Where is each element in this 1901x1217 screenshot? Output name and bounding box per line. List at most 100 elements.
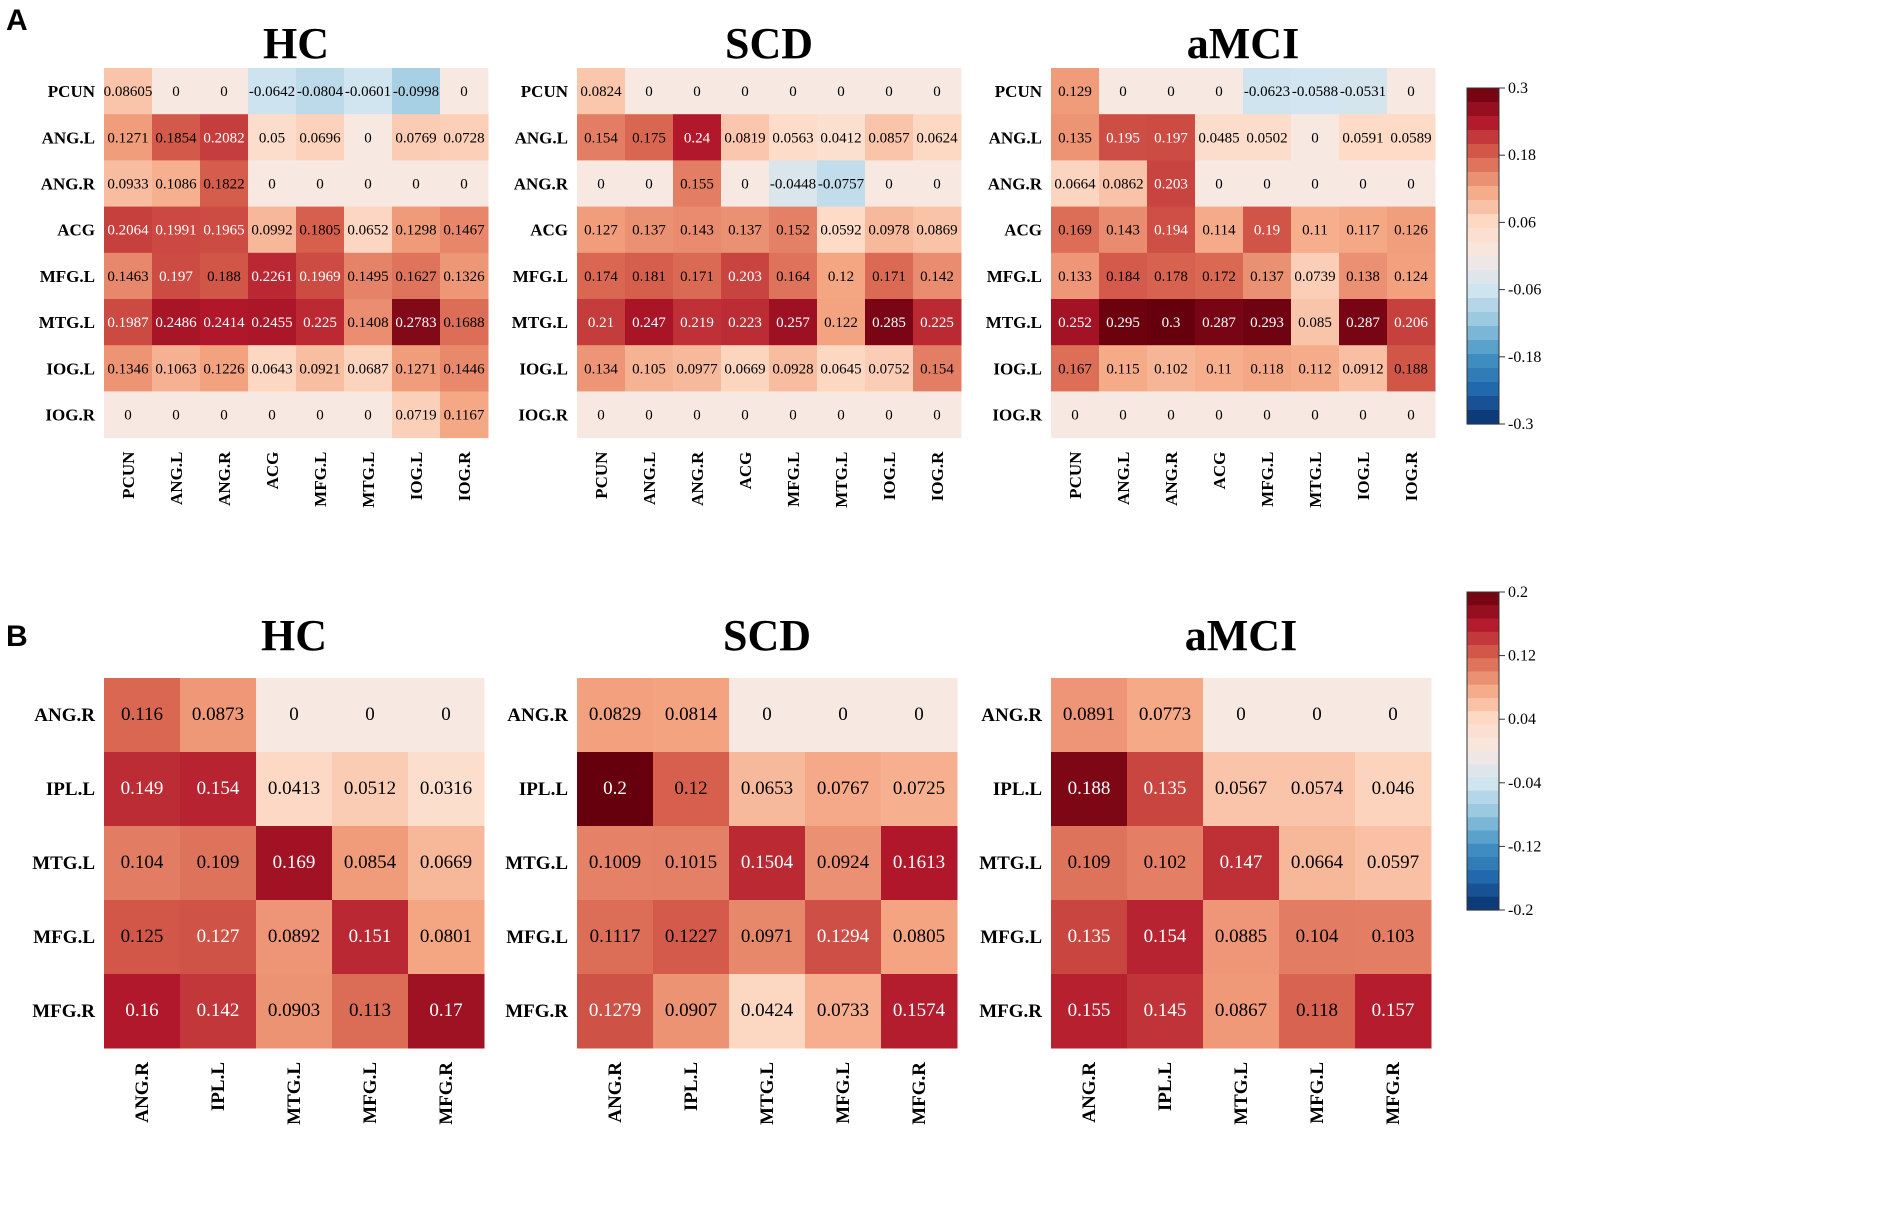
heatmap-a-scd-cell-1-3 [721,114,770,161]
heatmap-a-amci-cell-label-3-2: 0.194 [1154,223,1188,239]
heatmap-a-amci-cell-label-0-7: 0 [1407,84,1415,100]
heatmap-a-hc-cell-7-4 [296,391,345,439]
heatmap-a-scd-cell-label-1-1: 0.175 [632,130,666,146]
heatmap-a-amci-cell-4-6 [1339,252,1388,300]
heatmap-a-hc-cell-label-6-7: 0.1446 [443,361,485,377]
heatmap-a-scd-cell-label-6-5: 0.0645 [820,361,861,377]
heatmap-b-amci-row-label-mfg-l: MFG.L [980,927,1042,948]
heatmap-a-amci-cell-7-7 [1387,391,1436,439]
heatmap-b-amci-cell-label-1-3: 0.0574 [1291,778,1344,799]
colorbar-b-tick-label-2: 0.04 [1508,711,1536,728]
heatmap-b-amci-cell-label-4-0: 0.155 [1068,1000,1111,1021]
colorbar-a-tick-label-1: 0.18 [1508,147,1536,164]
heatmap-a-hc-cell-5-6 [392,299,441,346]
heatmap-b-hc-cell-label-2-3: 0.0854 [344,852,397,873]
heatmap-a-scd-cell-0-1 [625,68,674,115]
colorbar-b-swatch-3 [1467,631,1499,646]
heatmap-a-amci-cell-label-3-5: 0.11 [1302,223,1328,239]
heatmap-a-amci-title: aMCI [1187,19,1299,68]
heatmap-a-amci-cell-label-3-3: 0.114 [1202,223,1236,239]
heatmap-b-hc-cell-1-0 [104,752,181,827]
heatmap-a-amci-cell-6-0 [1051,345,1100,392]
heatmap-b-hc-cell-1-1 [180,752,257,827]
heatmap-b-hc-cell-4-3 [332,974,409,1049]
heatmap-a-scd-cell-7-5 [817,391,866,439]
heatmap-b-scd-cell-label-3-3: 0.1294 [817,926,870,947]
heatmap-a-scd-row-label-iog-r: IOG.R [518,406,568,425]
heatmap-a-scd-cell-2-3 [721,160,770,208]
heatmap-a-hc-cell-label-7-5: 0 [364,408,372,424]
heatmap-b-amci-cell-label-2-0: 0.109 [1068,852,1111,873]
heatmap-a-hc-cell-label-6-4: 0.0921 [299,361,340,377]
heatmap-a-scd-cell-label-1-2: 0.24 [684,130,711,146]
heatmap-a-amci-cell-2-3 [1195,160,1244,208]
heatmap-a-hc-cell-6-0 [104,345,153,392]
heatmap-a-hc-cell-label-5-3: 0.2455 [251,315,292,331]
heatmap-a-hc-cell-label-0-6: -0.0998 [393,84,439,100]
heatmap-a-hc-cell-3-1 [152,206,201,254]
heatmap-a-scd-cell-0-4 [769,68,818,115]
heatmap-a-hc-cell-3-4 [296,206,345,254]
heatmap-a-scd: SCD 0.0824 0 0 0 0 0 0 0 0.154 0.175 0.24 0.0819 0.05… [512,19,962,508]
heatmap-a-amci-cell-label-6-1: 0.115 [1106,361,1139,377]
heatmap-a-hc-cell-label-7-7: 0.1167 [444,408,485,424]
heatmap-a-scd-cell-label-1-5: 0.0412 [820,130,861,146]
heatmap-a-scd-cell-5-3 [721,299,770,346]
heatmap-a-amci-row-label-pcun: PCUN [995,82,1043,101]
heatmap-a-amci-cell-4-7 [1387,252,1436,300]
heatmap-a-amci-cell-label-4-7: 0.124 [1394,269,1428,285]
heatmap-a-scd-col-label-ang-l: ANG.L [640,452,659,505]
heatmap-b-scd-cell-label-2-1: 0.1015 [665,852,717,873]
heatmap-a-amci-cell-label-2-4: 0 [1263,177,1271,193]
heatmap-a-amci-row-label-mtg-l: MTG.L [986,313,1042,332]
heatmap-b-hc-col-label-ang-r: ANG.R [132,1062,153,1123]
heatmap-a-scd-cell-6-2 [673,345,722,392]
heatmap-a-amci-cell-label-0-3: 0 [1215,84,1223,100]
heatmap-a-scd-cell-2-2 [673,160,722,208]
colorbar-a-swatch-8 [1467,200,1499,215]
heatmap-a-amci-cell-0-5 [1291,68,1340,115]
heatmap-a-amci-cell-6-4 [1243,345,1292,392]
heatmap-a-scd-col-label-iog-r: IOG.R [928,451,947,501]
heatmap-b-hc-cell-3-3 [332,900,409,975]
heatmap-a-hc-cell-1-3 [248,114,297,161]
colorbar-b: 0.2 0.12 0.04 -0.04 -0.12 -0.2 [1466,584,1541,919]
heatmap-a-amci-cell-2-2 [1147,160,1196,208]
heatmap-a-hc-cell-label-5-6: 0.2783 [395,315,436,331]
heatmap-a-amci-col-label-iog-l: IOG.L [1354,452,1373,501]
heatmap-a-hc-cell-2-2 [200,160,249,208]
heatmap-a-hc-cell-label-3-7: 0.1467 [443,223,485,239]
heatmap-a-scd-col-label-acg: ACG [736,452,755,490]
panel-letter-b: B [6,620,28,653]
heatmap-b-amci-cell-label-3-0: 0.135 [1068,926,1111,947]
heatmap-a-scd-row-label-ang-r: ANG.R [514,175,569,194]
heatmap-a-hc-cell-4-1 [152,252,201,300]
colorbar-b-swatch-22 [1467,883,1499,898]
heatmap-a-scd-cell-1-5 [817,114,866,161]
heatmap-a-amci-cell-label-3-6: 0.117 [1346,223,1380,239]
heatmap-a-amci-cell-label-0-5: -0.0588 [1292,84,1338,100]
heatmap-a-scd-cell-label-5-1: 0.247 [632,315,666,331]
heatmap-a-amci-cell-4-0 [1051,252,1100,300]
heatmap-b-hc-cell-1-3 [332,752,409,827]
heatmap-b-hc-cell-label-4-3: 0.113 [349,1000,391,1021]
heatmap-a-hc-cell-3-7 [440,206,489,254]
colorbar-b-swatch-7 [1467,684,1499,699]
heatmap-a-hc-cell-label-7-6: 0.0719 [395,408,436,424]
heatmap-a-scd-cell-2-6 [865,160,914,208]
heatmap-a-amci-col-label-mfg-l: MFG.L [1258,452,1277,507]
heatmap-a-hc-cell-label-2-7: 0 [460,177,468,193]
heatmap-a-hc-cell-label-1-0: 0.1271 [107,130,148,146]
heatmap-a-amci: aMCI 0.129 0 0 0 -0.0623 -0.0588 -0.0531 0 0.135 0… [986,19,1436,508]
heatmap-a-scd-cell-label-3-4: 0.152 [776,223,810,239]
colorbar-a-swatch-21 [1467,382,1499,397]
heatmap-a-hc-cell-label-1-2: 0.2082 [203,130,244,146]
heatmap-a-scd-cell-label-2-3: 0 [741,177,749,193]
heatmap-a-hc-cell-label-0-2: 0 [220,84,228,100]
heatmap-a-scd-cell-5-1 [625,299,674,346]
colorbar-b-swatch-6 [1467,671,1499,686]
heatmap-b-scd-cell-3-2 [729,900,806,975]
heatmap-a-scd-cell-label-2-7: 0 [933,177,941,193]
colorbar-a-tick-label-4: -0.18 [1508,349,1541,366]
heatmap-a-hc-cell-label-5-5: 0.1408 [347,315,388,331]
